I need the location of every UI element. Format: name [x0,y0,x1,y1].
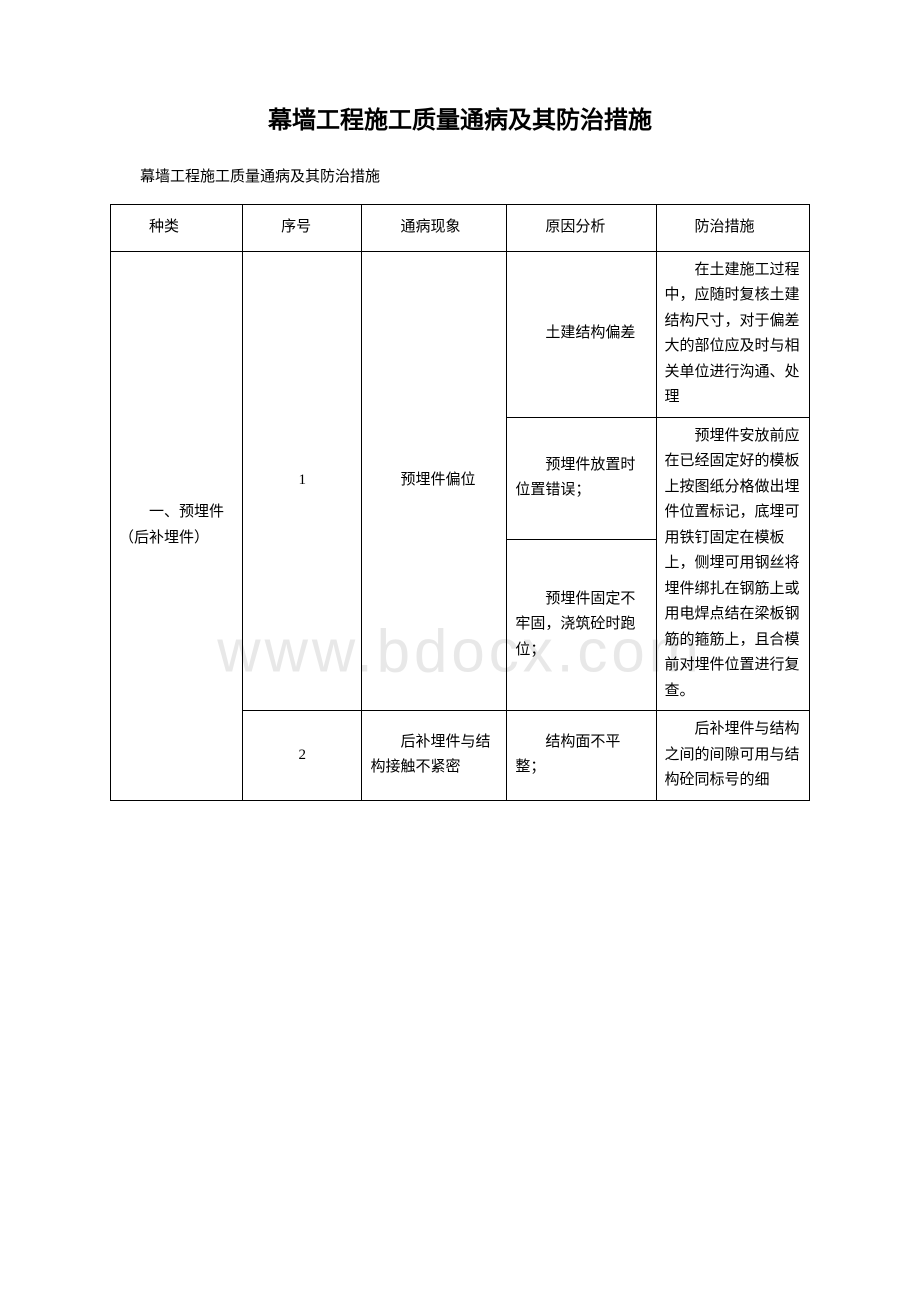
cell-measure: 预埋件安放前应在已经固定好的模板上按图纸分格做出埋件位置标记，底埋可用铁钉固定在… [656,417,809,711]
cell-num: 1 [243,251,362,711]
page-content: 幕墙工程施工质量通病及其防治措施 幕墙工程施工质量通病及其防治措施 种类 序号 … [110,100,810,801]
cell-analysis: 预埋件放置时位置错误； [507,417,656,539]
table-header-row: 种类 序号 通病现象 原因分析 防治措施 [111,205,810,252]
cell-analysis: 结构面不平整； [507,711,656,801]
cell-analysis: 土建结构偏差 [507,251,656,417]
cell-analysis: 预埋件固定不牢固，浇筑砼时跑位； [507,539,656,710]
cell-num: 2 [243,711,362,801]
page-subtitle: 幕墙工程施工质量通病及其防治措施 [110,165,810,186]
header-num: 序号 [243,205,362,252]
header-analysis: 原因分析 [507,205,656,252]
cell-measure: 在土建施工过程中，应随时复核土建结构尺寸，对于偏差大的部位应及时与相关单位进行沟… [656,251,809,417]
cell-symptom: 后补埋件与结构接触不紧密 [362,711,507,801]
header-measure: 防治措施 [656,205,809,252]
cell-measure: 后补埋件与结构之间的间隙可用与结构砼同标号的细 [656,711,809,801]
defects-table: 种类 序号 通病现象 原因分析 防治措施 一、预埋件（后补埋件） 1 预埋件偏位… [110,204,810,801]
cell-category: 一、预埋件（后补埋件） [111,251,243,800]
page-title: 幕墙工程施工质量通病及其防治措施 [110,100,810,135]
header-symptom: 通病现象 [362,205,507,252]
cell-symptom: 预埋件偏位 [362,251,507,711]
table-row: 一、预埋件（后补埋件） 1 预埋件偏位 土建结构偏差 在土建施工过程中，应随时复… [111,251,810,417]
header-type: 种类 [111,205,243,252]
